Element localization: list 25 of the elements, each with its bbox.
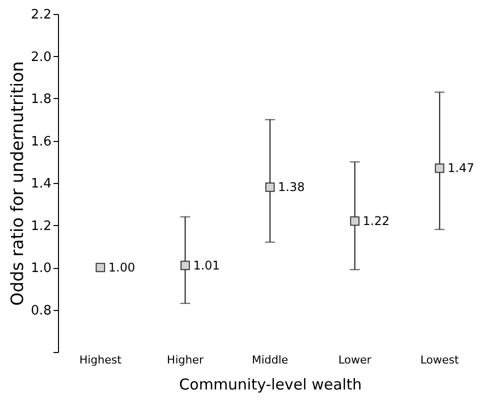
y-axis-title: Odds ratio for undernutrition — [8, 61, 28, 306]
x-tick-label: Lower — [338, 354, 372, 366]
point — [350, 216, 360, 226]
x-tick-label: Middle — [252, 354, 288, 366]
point — [434, 164, 444, 173]
data-label: 1.00 — [108, 260, 136, 274]
x-tick-label: Highest — [79, 354, 122, 366]
x-axis-title: Community-level wealth — [179, 376, 362, 394]
y-tick-label: 1.0 — [30, 261, 52, 276]
data-label: 1.22 — [362, 214, 390, 228]
y-tick-label: 1.4 — [30, 176, 52, 192]
data-label: 1.47 — [448, 161, 474, 176]
y-tick-label: 1.2 — [30, 218, 52, 234]
y-tick-label: 1.8 — [30, 92, 52, 107]
y-tick-label: 2.2 — [30, 8, 52, 22]
x-tick-label: Higher — [166, 354, 204, 366]
y-tick-label: 2.0 — [30, 50, 52, 65]
x-tick-label: Lowest — [420, 354, 460, 366]
data-label: 1.01 — [193, 258, 220, 272]
point — [265, 182, 275, 192]
y-tick-label: 1.6 — [30, 134, 52, 150]
point — [180, 260, 190, 270]
y-tick-label: 0.8 — [30, 303, 52, 318]
point — [96, 262, 106, 272]
data-label: 1.38 — [278, 180, 305, 194]
